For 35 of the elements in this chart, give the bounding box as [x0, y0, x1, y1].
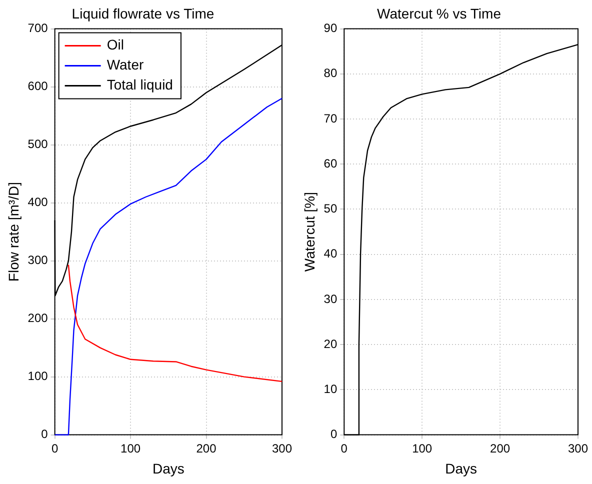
y-tick-label: 0 — [41, 427, 48, 442]
y-tick-label: 400 — [28, 195, 48, 210]
chart-title: Watercut % vs Time — [377, 5, 502, 22]
x-tick-label: 0 — [340, 441, 348, 456]
x-axis-title: Days — [445, 460, 478, 476]
y-tick-label: 200 — [28, 311, 48, 326]
y-tick-label: 40 — [324, 246, 338, 261]
y-tick-label: 500 — [28, 137, 48, 152]
y-tick-label: 10 — [324, 382, 338, 396]
y-tick-label: 80 — [324, 66, 338, 80]
x-tick-label: 200 — [196, 441, 217, 456]
y-tick-label: 70 — [324, 111, 338, 126]
y-axis-title: Watercut [%] — [301, 192, 318, 272]
legend-label: Oil — [106, 36, 124, 53]
y-axis-title: Flow rate [m³/D] — [5, 182, 22, 282]
y-tick-label: 90 — [324, 21, 338, 36]
legend-label: Total liquid — [106, 76, 173, 93]
y-tick-label: 20 — [324, 336, 338, 351]
x-tick-label: 300 — [272, 441, 292, 456]
chart-title: Liquid flowrate vs Time — [72, 5, 214, 22]
y-tick-label: 30 — [324, 292, 338, 306]
x-axis-title: Days — [152, 460, 184, 476]
x-tick-label: 200 — [490, 441, 510, 456]
y-tick-label: 100 — [28, 369, 48, 384]
legend-label: Water — [106, 56, 144, 73]
y-tick-label: 50 — [324, 202, 338, 216]
x-tick-label: 100 — [120, 441, 141, 456]
y-tick-label: 0 — [330, 427, 338, 442]
y-tick-label: 700 — [28, 21, 48, 36]
x-tick-label: 300 — [568, 441, 588, 456]
y-tick-label: 300 — [28, 253, 48, 268]
x-tick-label: 100 — [412, 441, 432, 456]
y-tick-label: 600 — [28, 79, 48, 94]
y-tick-label: 60 — [324, 156, 338, 170]
x-tick-label: 0 — [51, 441, 58, 456]
